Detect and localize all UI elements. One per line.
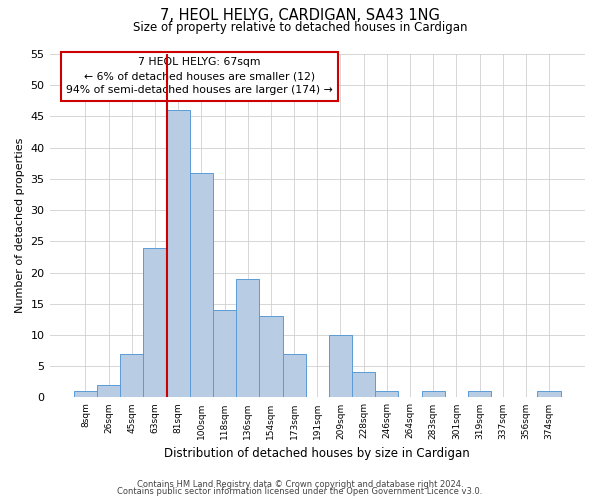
Bar — [283, 354, 305, 398]
Bar — [236, 279, 259, 398]
Text: 7, HEOL HELYG, CARDIGAN, SA43 1NG: 7, HEOL HELYG, CARDIGAN, SA43 1NG — [160, 8, 440, 22]
Bar — [375, 391, 398, 398]
Bar — [538, 391, 560, 398]
Text: Contains public sector information licensed under the Open Government Licence v3: Contains public sector information licen… — [118, 487, 482, 496]
Text: Size of property relative to detached houses in Cardigan: Size of property relative to detached ho… — [133, 21, 467, 34]
Bar — [468, 391, 491, 398]
Bar — [190, 172, 213, 398]
Bar — [167, 110, 190, 398]
Bar — [120, 354, 143, 398]
Bar — [74, 391, 97, 398]
Bar — [352, 372, 375, 398]
X-axis label: Distribution of detached houses by size in Cardigan: Distribution of detached houses by size … — [164, 447, 470, 460]
Bar — [143, 248, 167, 398]
Bar — [213, 310, 236, 398]
Bar — [422, 391, 445, 398]
Y-axis label: Number of detached properties: Number of detached properties — [15, 138, 25, 314]
Bar — [329, 335, 352, 398]
Text: Contains HM Land Registry data © Crown copyright and database right 2024.: Contains HM Land Registry data © Crown c… — [137, 480, 463, 489]
Bar — [259, 316, 283, 398]
Bar — [97, 385, 120, 398]
Text: 7 HEOL HELYG: 67sqm
← 6% of detached houses are smaller (12)
94% of semi-detache: 7 HEOL HELYG: 67sqm ← 6% of detached hou… — [66, 58, 333, 96]
